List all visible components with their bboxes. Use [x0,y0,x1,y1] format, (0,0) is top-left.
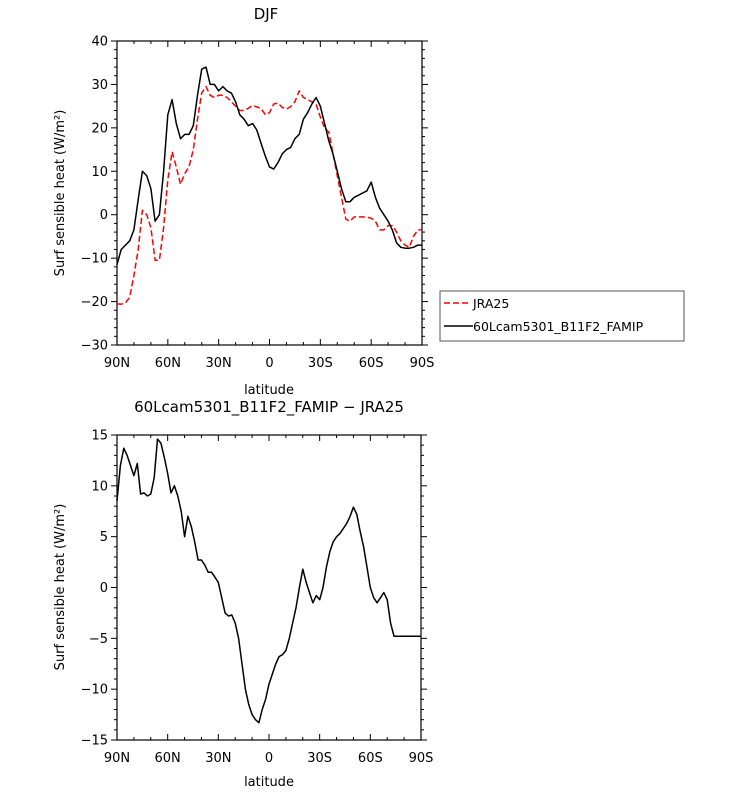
y-axis: 15 10 5 0 −5 −10 −15 [81,429,427,749]
y-axis-label: Surf sensible heat (W/m²) [53,504,68,671]
x-tick-label: 0 [265,356,273,371]
chart-title: 60Lcam5301_B11F2_FAMIP − JRA25 [134,398,404,417]
x-axis-label: latitude [244,383,294,398]
y-axis: 40 30 20 10 0 −10 −20 −30 [81,35,428,354]
x-axis: 90N 60N 30N 0 30S 60S 90S [104,41,435,371]
x-tick-label: 60N [155,751,181,766]
x-tick-label: 90S [409,751,434,766]
y-tick-label: 40 [91,35,108,50]
difference-chart: 60Lcam5301_B11F2_FAMIP − JRA25 15 10 5 0 −5 −… [53,398,433,790]
y-tick-label: −10 [81,252,108,267]
series-line-jra25 [116,85,422,305]
y-tick-label: −5 [89,632,108,647]
y-tick-label: 10 [91,479,108,494]
x-tick-label: 30S [308,356,333,371]
x-tick-label: 90N [104,356,130,371]
legend-label-model: 60Lcam5301_B11F2_FAMIP [473,319,644,334]
y-tick-label: 10 [91,165,108,180]
y-tick-label: 0 [100,581,108,596]
y-tick-label: 0 [100,208,108,223]
legend-box [439,290,685,342]
plot-lines [116,438,421,724]
y-tick-label: 5 [100,530,108,545]
series-line-0 [116,438,421,724]
x-axis: 90N 60N 30N 0 30S 60S 90S [104,435,434,766]
x-tick-label: 30S [307,751,332,766]
x-tick-label: 60N [155,356,181,371]
y-tick-label: 30 [91,78,108,93]
y-tick-label: −15 [81,734,108,749]
x-tick-label: 0 [265,751,273,766]
y-tick-label: −10 [81,683,108,698]
y-axis-label: Surf sensible heat (W/m²) [53,110,68,277]
x-tick-label: 30N [205,751,231,766]
x-tick-label: 90S [410,356,435,371]
x-tick-label: 30N [206,356,232,371]
chart-title: DJF [254,5,279,23]
x-axis-label: latitude [244,775,294,790]
legend: JRA25 60Lcam5301_B11F2_FAMIP [439,290,685,342]
x-tick-label: 60S [358,751,383,766]
plot-lines [116,66,422,305]
y-tick-label: −20 [81,295,108,310]
x-tick-label: 90N [104,751,130,766]
legend-label-jra25: JRA25 [472,296,509,311]
x-tick-label: 60S [359,356,384,371]
series-line-60lcam5301-b11f2-famip [116,66,422,265]
y-tick-label: −30 [81,339,108,354]
y-tick-label: 20 [91,121,108,136]
y-tick-label: 15 [91,429,108,444]
